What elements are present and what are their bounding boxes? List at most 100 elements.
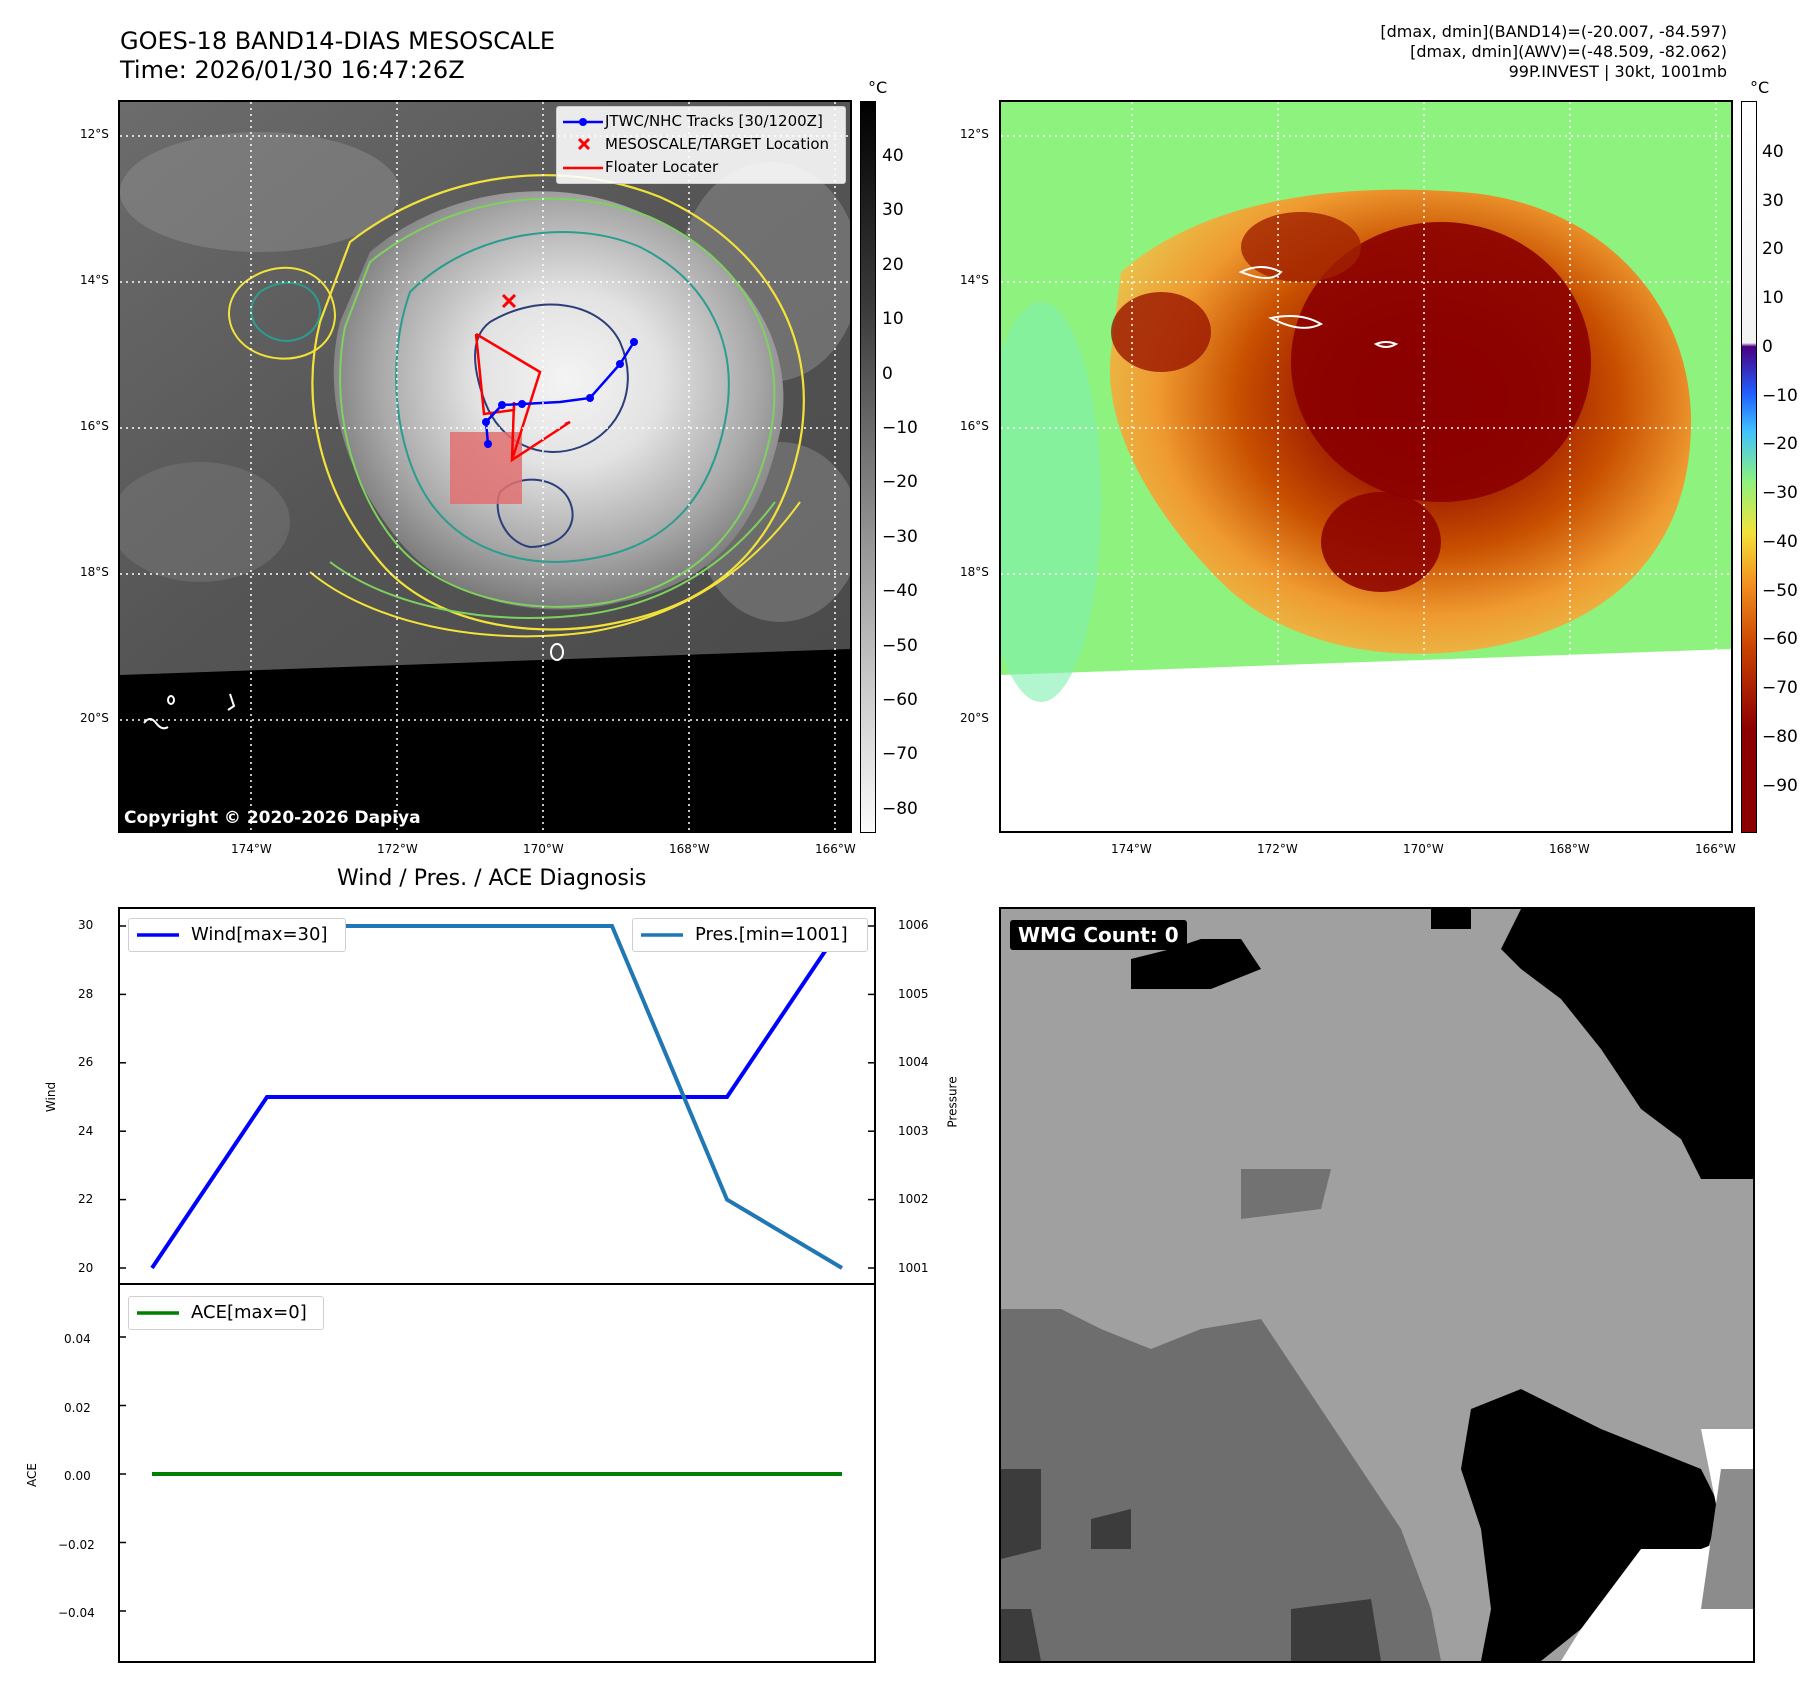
awv-lon-label: 168°W xyxy=(1549,842,1590,856)
ir-lon-label: 174°W xyxy=(231,842,272,856)
awv-lat-label: 16°S xyxy=(960,419,989,433)
ir-colorbar-tick: −10 xyxy=(882,418,918,438)
wind-tick: 30 xyxy=(78,918,93,932)
awv-lon-label: 174°W xyxy=(1111,842,1152,856)
ir-colorbar-tick: −60 xyxy=(882,690,918,710)
wind-tick: 24 xyxy=(78,1124,93,1138)
awv-lon-label: 166°W xyxy=(1695,842,1736,856)
awv-colorbar-tick: −50 xyxy=(1762,581,1798,601)
awv-map xyxy=(999,100,1733,833)
awv-colorbar-tick: −10 xyxy=(1762,386,1798,406)
ir-colorbar-tick: −20 xyxy=(882,472,918,492)
ace-plot xyxy=(118,1283,876,1663)
wind-legend-label: Wind[max=30] xyxy=(191,924,328,945)
wind-legend: Wind[max=30] xyxy=(128,918,346,952)
ir-imagery xyxy=(120,102,850,831)
series-line-wind xyxy=(152,926,842,1268)
ir-satellite-map xyxy=(118,100,852,833)
ace-legend-label: ACE[max=0] xyxy=(191,1302,307,1323)
wind-tick: 28 xyxy=(78,987,93,1001)
ir-colorbar-tick: 0 xyxy=(882,364,893,384)
awv-colorbar-tick: 20 xyxy=(1762,239,1784,259)
wmg-region-dark xyxy=(1001,1309,1441,1661)
awv-imagery xyxy=(1001,102,1731,831)
ir-map-legend: JTWC/NHC Tracks [30/1200Z] MESOSCALE/TAR… xyxy=(556,106,846,184)
legend-target-label: MESOSCALE/TARGET Location xyxy=(605,135,829,153)
ir-colorbar-tick: 30 xyxy=(882,200,904,220)
wind-tick: 20 xyxy=(78,1261,93,1275)
awv-colorbar-tick: −20 xyxy=(1762,434,1798,454)
ace-legend: ACE[max=0] xyxy=(128,1296,324,1330)
band14-range: [dmax, dmin](BAND14)=(-20.007, -84.597) xyxy=(1380,22,1727,41)
pressure-legend-label: Pres.[min=1001] xyxy=(695,924,848,945)
pressure-tick: 1002 xyxy=(898,1192,929,1206)
ir-lat-label: 20°S xyxy=(80,711,109,725)
awv-colorbar-tick: −70 xyxy=(1762,678,1798,698)
wmg-count-badge: WMG Count: 0 xyxy=(1010,920,1187,950)
ace-tick: −0.02 xyxy=(58,1538,95,1552)
wind-axis-label: Wind xyxy=(44,1082,58,1112)
wmg-imagery xyxy=(1001,909,1753,1661)
awv-colorbar-tick: 40 xyxy=(1762,142,1784,162)
pressure-tick: 1004 xyxy=(898,1055,929,1069)
awv-colorbar-tick: −40 xyxy=(1762,532,1798,552)
awv-range: [dmax, dmin](AWV)=(-48.509, -82.062) xyxy=(1410,42,1727,61)
pressure-tick: 1003 xyxy=(898,1124,929,1138)
ir-colorbar-tick: 20 xyxy=(882,255,904,275)
wmg-panel xyxy=(999,907,1755,1663)
pressure-tick: 1006 xyxy=(898,918,929,932)
diagnosis-title: Wind / Pres. / ACE Diagnosis xyxy=(337,866,646,891)
awv-lat-label: 12°S xyxy=(960,127,989,141)
awv-colorbar-tick: −60 xyxy=(1762,629,1798,649)
ir-colorbar-tick: 10 xyxy=(882,309,904,329)
ir-lat-label: 16°S xyxy=(80,419,109,433)
legend-floater-label: Floater Locater xyxy=(605,158,718,176)
awv-lat-label: 20°S xyxy=(960,711,989,725)
legend-track-label: JTWC/NHC Tracks [30/1200Z] xyxy=(605,112,823,130)
ir-colorbar-tick: −50 xyxy=(882,636,918,656)
ir-lat-label: 12°S xyxy=(80,127,109,141)
awv-lon-label: 170°W xyxy=(1403,842,1444,856)
wind-tick: 22 xyxy=(78,1192,93,1206)
ir-colorbar-tick: −40 xyxy=(882,581,918,601)
ace-axis-label: ACE xyxy=(25,1463,39,1487)
ir-lon-label: 166°W xyxy=(815,842,856,856)
storm-info: 99P.INVEST | 30kt, 1001mb xyxy=(1509,62,1727,81)
awv-lon-label: 172°W xyxy=(1257,842,1298,856)
ir-lon-label: 170°W xyxy=(523,842,564,856)
ir-colorbar-tick: −70 xyxy=(882,744,918,764)
pressure-tick: 1001 xyxy=(898,1261,929,1275)
awv-lat-label: 18°S xyxy=(960,565,989,579)
ir-colorbar-tick: −30 xyxy=(882,527,918,547)
pressure-legend: Pres.[min=1001] xyxy=(632,918,868,952)
figure-title: GOES-18 BAND14-DIAS MESOSCALE xyxy=(120,27,555,56)
figure-time: Time: 2026/01/30 16:47:26Z xyxy=(120,56,465,85)
awv-colorbar-tick: −80 xyxy=(1762,727,1798,747)
copyright-notice: Copyright © 2020-2026 Dapiya xyxy=(124,808,421,828)
awv-colorbar xyxy=(1741,101,1757,833)
ir-lat-label: 14°S xyxy=(80,273,109,287)
pressure-tick: 1005 xyxy=(898,987,929,1001)
awv-colorbar-tick: 10 xyxy=(1762,288,1784,308)
awv-colorbar-unit: °C xyxy=(1750,78,1769,97)
awv-colorbar-tick: 30 xyxy=(1762,191,1784,211)
ace-tick: 0.02 xyxy=(64,1401,91,1415)
pressure-axis-label: Pressure xyxy=(946,1076,960,1127)
ace-tick: −0.04 xyxy=(58,1606,95,1620)
wind-pressure-svg xyxy=(120,909,874,1283)
awv-colorbar-tick: −30 xyxy=(1762,483,1798,503)
wmg-region-black xyxy=(1501,909,1753,1179)
ir-colorbar-tick: 40 xyxy=(882,146,904,166)
ace-tick: 0.04 xyxy=(64,1332,91,1346)
ace-tick: 0.00 xyxy=(64,1469,91,1483)
ir-colorbar-tick: −80 xyxy=(882,799,918,819)
ir-colorbar xyxy=(860,101,876,833)
ir-colorbar-unit: °C xyxy=(868,78,887,97)
ir-lon-label: 168°W xyxy=(669,842,710,856)
ir-lon-label: 172°W xyxy=(377,842,418,856)
wind-tick: 26 xyxy=(78,1055,93,1069)
awv-colorbar-tick: 0 xyxy=(1762,337,1773,357)
ir-lat-label: 18°S xyxy=(80,565,109,579)
ace-svg xyxy=(120,1285,874,1661)
wind-pressure-plot xyxy=(118,907,876,1285)
